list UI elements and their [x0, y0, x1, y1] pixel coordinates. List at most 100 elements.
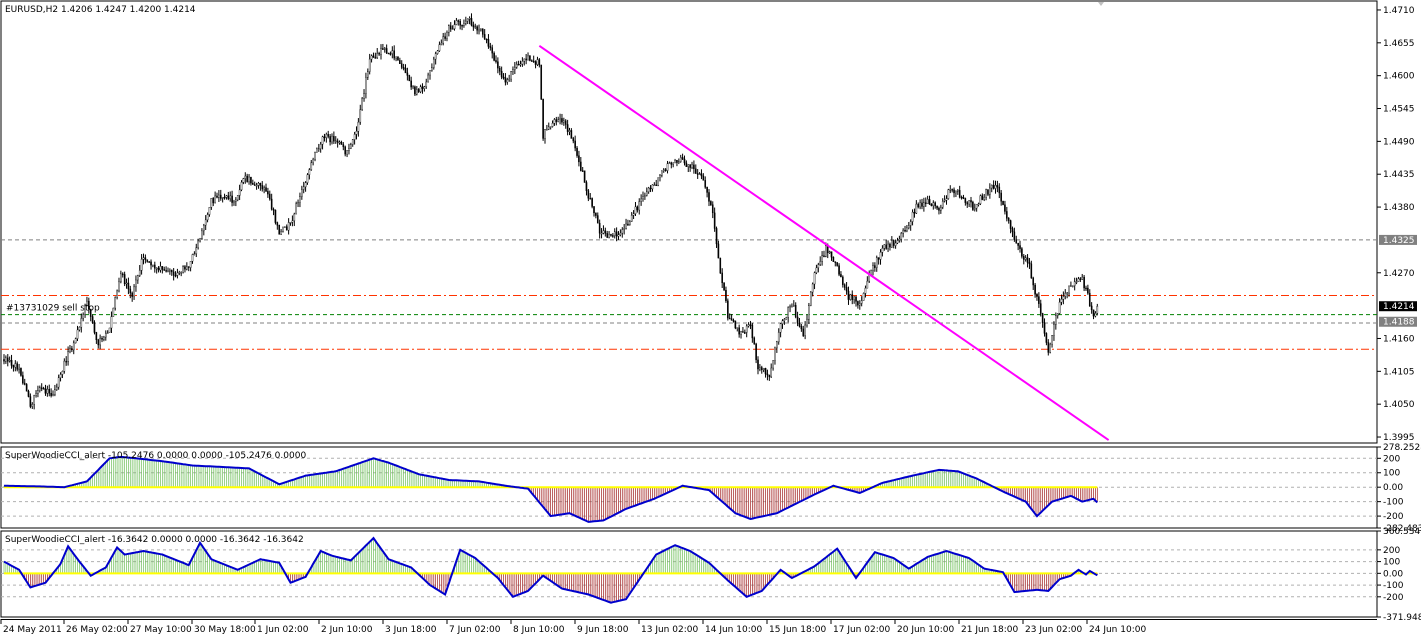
candle-body	[244, 175, 247, 179]
candle-body	[791, 305, 793, 308]
candle-body	[755, 343, 757, 361]
candle-body	[370, 55, 373, 60]
candle-body	[1002, 201, 1004, 205]
candle-body	[949, 189, 952, 191]
candle-body	[921, 202, 923, 207]
candle-body	[163, 269, 166, 271]
chart-shift-marker-icon	[1098, 2, 1104, 6]
candle-body	[891, 240, 893, 248]
candle-body	[1039, 303, 1042, 314]
candle-body	[651, 184, 654, 190]
candle-body	[785, 317, 788, 320]
candle-body	[55, 386, 58, 390]
candle-body	[836, 262, 838, 266]
candle-body	[955, 190, 957, 194]
candle-body	[265, 187, 267, 192]
candle-body	[691, 164, 693, 168]
candle-body	[480, 28, 482, 31]
candle-body	[257, 183, 260, 186]
candle-body	[644, 195, 646, 197]
candle-body	[235, 199, 237, 202]
candle-body	[653, 184, 656, 187]
candle-body	[700, 173, 703, 177]
candle-body	[112, 307, 115, 317]
candle-body	[76, 329, 79, 339]
candle-body	[291, 220, 294, 223]
candle-body	[585, 182, 588, 191]
candle-body	[195, 247, 198, 254]
candle-body	[681, 157, 684, 160]
candle-body	[99, 337, 101, 346]
candle-body	[1000, 192, 1002, 202]
cci-y-tick-label: 100	[1383, 558, 1400, 568]
candle-body	[598, 222, 601, 234]
candle-body	[86, 300, 88, 306]
candle-body	[289, 222, 292, 224]
y-tick-label: 1.4545	[1383, 105, 1415, 115]
y-tick-label: 1.4435	[1383, 170, 1415, 180]
candle-body	[794, 305, 797, 318]
candle-body	[979, 195, 982, 205]
candle-body	[591, 198, 593, 207]
candle-body	[825, 245, 827, 257]
candle-body	[757, 359, 759, 370]
candle-body	[521, 61, 524, 65]
candle-body	[1079, 278, 1082, 280]
price-marker-label: 1.4214	[1383, 302, 1415, 312]
candle-body	[161, 266, 164, 270]
candle-body	[911, 211, 914, 222]
candle-body	[287, 222, 290, 231]
candle-body	[54, 389, 56, 395]
y-tick-label: 1.4050	[1383, 400, 1415, 410]
candle-body	[223, 196, 226, 199]
candle-body	[12, 365, 15, 368]
candle-body	[16, 363, 18, 370]
candle-body	[22, 375, 24, 384]
candle-body	[355, 131, 358, 135]
candle-body	[442, 36, 445, 44]
candle-body	[830, 251, 833, 258]
candle-body	[297, 202, 299, 204]
x-tick-label: 24 May 2011	[3, 625, 62, 635]
candle-body	[331, 136, 333, 143]
candle-body	[872, 265, 874, 271]
candle-body	[777, 332, 780, 343]
candle-body	[583, 170, 586, 183]
candle-body	[996, 185, 999, 188]
candle-body	[400, 63, 403, 68]
candle-body	[61, 371, 64, 375]
candle-body	[612, 235, 614, 237]
cci-y-tick-label: 0.00	[1383, 569, 1403, 579]
candle-body	[395, 56, 397, 59]
candle-body	[512, 69, 514, 72]
candle-body	[604, 230, 607, 234]
candle-body	[316, 148, 318, 153]
candle-body	[33, 395, 35, 405]
x-tick-label: 26 May 02:00	[66, 625, 128, 635]
candle-body	[368, 58, 371, 72]
candle-body	[449, 25, 452, 30]
candle-body	[267, 191, 269, 195]
x-tick-label: 3 Jun 18:00	[385, 625, 437, 635]
candle-body	[564, 120, 567, 125]
candle-body	[1015, 239, 1018, 244]
candle-body	[363, 93, 365, 99]
candle-body	[14, 363, 17, 368]
candle-body	[69, 348, 71, 352]
candle-body	[572, 138, 575, 142]
candle-body	[602, 230, 605, 234]
candle-body	[619, 232, 622, 235]
candle-body	[382, 48, 384, 50]
candle-body	[348, 148, 350, 151]
candle-body	[662, 169, 665, 172]
candle-body	[334, 140, 337, 143]
candle-body	[900, 233, 903, 240]
candle-body	[1006, 211, 1008, 219]
candle-body	[282, 226, 284, 232]
candle-body	[1017, 243, 1019, 246]
candle-body	[977, 203, 980, 206]
candle-body	[779, 323, 782, 333]
candle-body	[1053, 324, 1055, 336]
candle-body	[101, 337, 103, 340]
